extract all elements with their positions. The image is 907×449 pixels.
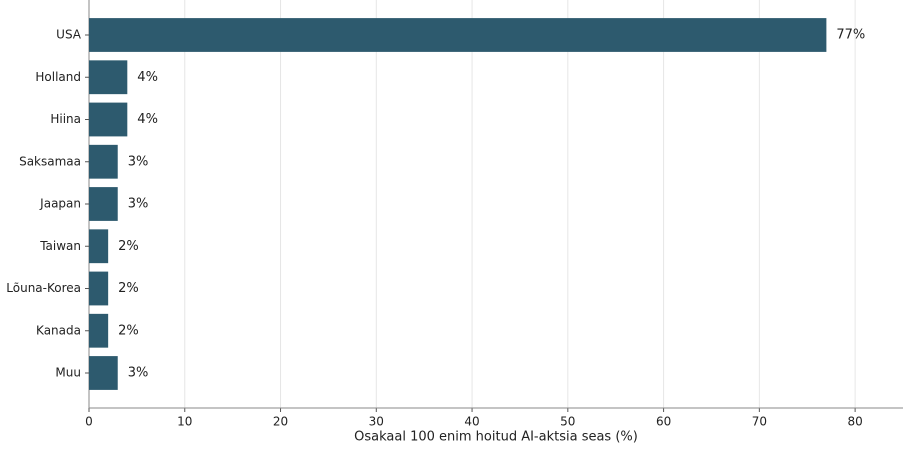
bar [89, 356, 118, 390]
value-label: 3% [128, 197, 149, 212]
y-tick-label: Hiina [50, 112, 81, 126]
y-tick-label: Holland [35, 70, 81, 84]
bar [89, 229, 109, 264]
x-tick-label: 60 [656, 415, 671, 429]
y-tick-label: Lõuna-Korea [6, 281, 81, 295]
value-label: 3% [128, 154, 149, 169]
x-tick-label: 0 [85, 415, 93, 429]
x-tick-label: 30 [369, 415, 384, 429]
x-tick-label: 70 [752, 415, 767, 429]
x-axis-label: Osakaal 100 enim hoitud AI-aktsia seas (… [354, 430, 638, 445]
bar [89, 271, 109, 306]
value-label: 77% [836, 28, 865, 43]
value-label: 2% [118, 239, 139, 254]
value-label: 2% [118, 281, 139, 296]
bar [89, 18, 827, 52]
value-label: 4% [137, 112, 158, 127]
x-tick-label: 20 [273, 415, 288, 429]
y-tick-label: USA [56, 28, 82, 42]
bar [89, 313, 109, 348]
bar [89, 60, 128, 95]
x-tick-label: 80 [847, 415, 862, 429]
bar [89, 102, 128, 137]
bar [89, 187, 118, 221]
x-tick-label: 10 [177, 415, 192, 429]
x-tick-label: 50 [560, 415, 575, 429]
value-label: 4% [137, 70, 158, 85]
y-tick-label: Jaapan [39, 197, 81, 211]
y-tick-label: Taiwan [39, 239, 81, 253]
y-tick-label: Muu [55, 366, 81, 380]
value-label: 2% [118, 323, 139, 338]
y-tick-label: Saksamaa [19, 154, 81, 168]
y-tick-label: Kanada [36, 323, 81, 337]
value-label: 3% [128, 366, 149, 381]
bar [89, 144, 118, 179]
x-tick-label: 40 [464, 415, 479, 429]
